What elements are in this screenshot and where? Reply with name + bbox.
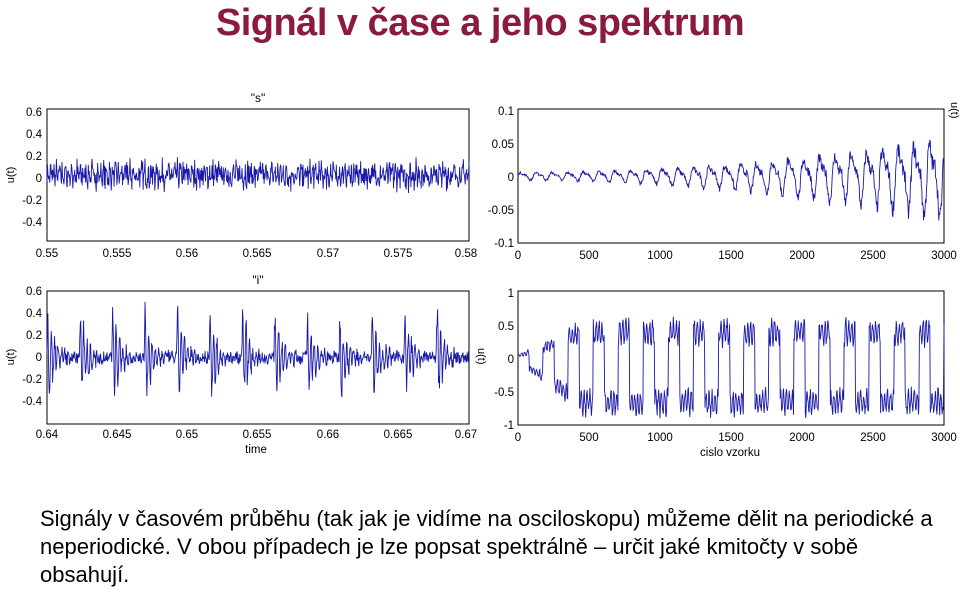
y-tick-label: -0.1 (494, 238, 514, 250)
x-tick-label: 0.65 (176, 429, 198, 441)
x-tick-label: 0.575 (384, 248, 413, 260)
chart-s-time: "s" u(t) 0.55 0.555 0.56 0.565 0.57 0.57… (5, 91, 477, 260)
chart-s-samples: u(t) 0 500 1000 1500 2000 2500 3000 0.1 … (488, 102, 960, 262)
chart-i-time: "i" u(t) time 0.64 0.645 0.65 0.655 0.66… (5, 273, 477, 456)
y-tick-label: 0 (508, 172, 514, 184)
y-tick-label: 0.6 (26, 286, 42, 298)
x-tick-labels: 0 500 1000 1500 2000 2500 3000 (515, 432, 957, 444)
x-tick-label: 500 (579, 432, 598, 444)
y-tick-label: 0.5 (498, 321, 514, 333)
y-axis-label: u(t) (475, 348, 487, 365)
slide-title: Signál v čase a jeho spektrum (215, 2, 745, 44)
x-tick-label: 0.645 (103, 429, 132, 441)
y-tick-label: 0.4 (26, 308, 43, 320)
y-tick-label: -0.4 (22, 217, 42, 229)
x-tick-label: 1500 (718, 250, 744, 262)
x-tick-label: 1500 (718, 432, 744, 444)
x-tick-labels: 0.64 0.645 0.65 0.655 0.66 0.665 0.67 (36, 429, 477, 441)
x-tick-label: 3000 (931, 432, 957, 444)
y-tick-labels: 0.1 0.05 0 -0.05 -0.1 (488, 106, 514, 250)
x-tick-label: 2500 (860, 432, 886, 444)
x-tick-label: 0.565 (243, 248, 272, 260)
y-tick-label: -0.2 (22, 195, 42, 207)
y-tick-labels: 0.6 0.4 0.2 0 -0.2 -0.4 (22, 286, 42, 408)
x-tick-label: 3000 (931, 250, 957, 262)
y-tick-label: 0.1 (498, 106, 514, 118)
body-paragraph: Signály v časovém průběhu (tak jak je vi… (40, 506, 933, 587)
figure-4-panel: "s" u(t) 0.55 0.555 0.56 0.565 0.57 0.57… (5, 91, 960, 459)
y-tick-labels: 1 0.5 0 -0.5 -1 (494, 288, 514, 432)
x-tick-labels: 0.55 0.555 0.56 0.565 0.57 0.575 0.58 (36, 248, 477, 260)
y-tick-label: 0.4 (26, 129, 43, 141)
y-tick-label: -0.4 (22, 396, 42, 408)
x-tick-label: 0 (515, 432, 521, 444)
x-tick-label: 0.665 (384, 429, 413, 441)
signal-line (46, 157, 470, 194)
signal-line (46, 301, 470, 398)
x-axis-label: cislo vzorku (700, 447, 760, 459)
x-tick-label: 0.56 (176, 248, 198, 260)
x-tick-label: 0 (515, 250, 521, 262)
x-tick-label: 2500 (860, 250, 886, 262)
x-tick-label: 1000 (647, 250, 673, 262)
x-tick-label: 500 (579, 250, 598, 262)
y-tick-label: -0.5 (494, 387, 514, 399)
x-tick-label: 0.555 (103, 248, 132, 260)
chart-title: "s" (251, 91, 266, 105)
y-tick-label: 0.2 (26, 151, 42, 163)
y-tick-label: 0.6 (26, 107, 42, 119)
y-tick-label: -1 (504, 420, 514, 432)
y-tick-labels: 0.6 0.4 0.2 0 -0.2 -0.4 (22, 107, 42, 229)
x-tick-label: 0.67 (455, 429, 477, 441)
chart-i-samples: u(t) cislo vzorku 0 500 1000 1500 2000 2… (475, 288, 957, 459)
y-tick-label: 0 (36, 352, 42, 364)
x-tick-label: 0.655 (243, 429, 272, 441)
chart-title: "i" (252, 273, 263, 287)
axes-frame (46, 290, 470, 425)
x-axis-label: time (245, 444, 267, 456)
x-tick-label: 0.58 (455, 248, 477, 260)
axes-frame (517, 108, 945, 244)
y-tick-label: 0 (36, 173, 42, 185)
y-tick-label: -0.2 (22, 374, 42, 386)
x-tick-label: 2000 (789, 250, 815, 262)
y-axis-label: u(t) (5, 167, 17, 184)
y-tick-label: -0.05 (488, 205, 514, 217)
y-tick-label: 0.2 (26, 330, 42, 342)
x-tick-label: 0.66 (317, 429, 339, 441)
y-tick-label: 0.05 (492, 139, 514, 151)
y-axis-label: u(t) (948, 102, 960, 119)
y-tick-label: 0 (508, 354, 514, 366)
x-tick-label: 0.57 (317, 248, 339, 260)
y-axis-label: u(t) (5, 349, 17, 366)
x-tick-labels: 0 500 1000 1500 2000 2500 3000 (515, 250, 957, 262)
y-tick-label: 1 (508, 288, 514, 300)
x-tick-label: 0.55 (36, 248, 58, 260)
x-tick-label: 1000 (647, 432, 673, 444)
signal-line (517, 316, 945, 419)
x-tick-label: 0.64 (36, 429, 59, 441)
x-tick-label: 2000 (789, 432, 815, 444)
signal-line (517, 139, 945, 221)
